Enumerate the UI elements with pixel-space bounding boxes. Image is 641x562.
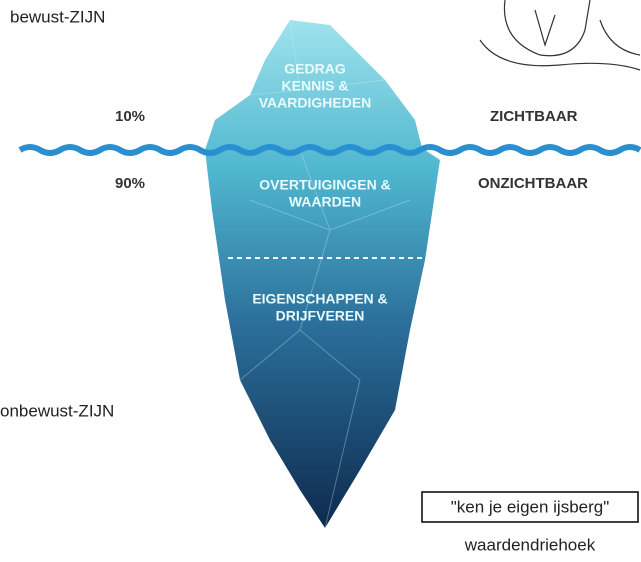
- iceberg-label: OVERTUIGINGEN &: [259, 177, 390, 193]
- label: 10%: [115, 108, 145, 125]
- label: 90%: [115, 175, 145, 192]
- iceberg-label: GEDRAG: [284, 61, 346, 77]
- label: bewust-ZIJN: [10, 7, 105, 26]
- diagram: bewust-ZIJN onbewust-ZIJN 10% 90% ZICHTB…: [0, 0, 641, 557]
- iceberg-label: DRIJFVEREN: [276, 308, 365, 324]
- label: onbewust-ZIJN: [0, 401, 114, 420]
- caption: waardendriehoek: [464, 535, 596, 554]
- boxed-text: "ken je eigen ijsberg": [451, 497, 610, 516]
- iceberg-label: WAARDEN: [289, 194, 361, 210]
- iceberg-label: VAARDIGHEDEN: [259, 95, 372, 111]
- label: ZICHTBAAR: [490, 108, 578, 125]
- label: ONZICHTBAAR: [478, 175, 588, 192]
- iceberg-label: EIGENSCHAPPEN &: [252, 291, 387, 307]
- cartoon: [480, 0, 640, 70]
- iceberg-label: KENNIS &: [282, 78, 349, 94]
